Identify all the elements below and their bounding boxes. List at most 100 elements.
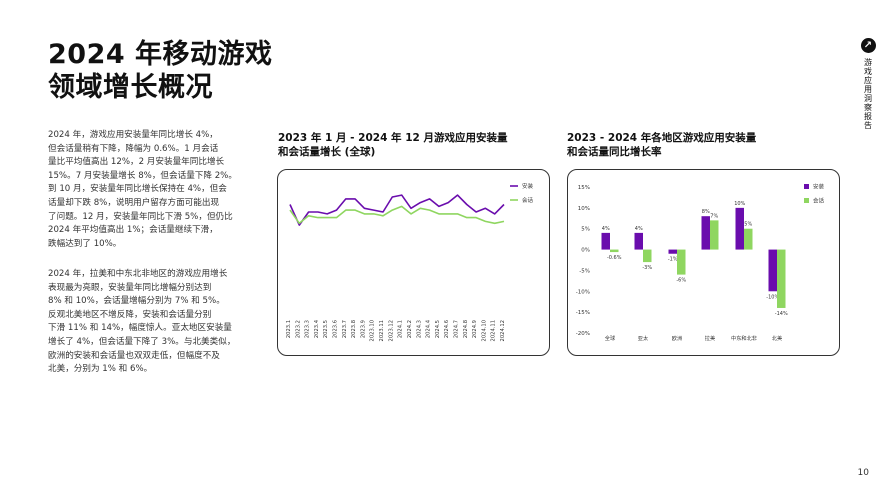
bar-sessions: [777, 249, 786, 308]
text-line: 下滑 11% 和 14%，幅度惊人。亚太地区安装量: [48, 323, 232, 334]
brand-logo-icon: ↗: [860, 38, 876, 53]
x-category-label: 中东和北非: [731, 334, 757, 342]
legend-swatch: [804, 184, 809, 189]
line-chart-card: 2023.1 2023.2 2023.3 2023.4 2023.5 2023.6 2023…: [277, 169, 550, 356]
text-line: 到 10 月，安装量年同比增长保持在 4%，但会: [48, 184, 227, 195]
page-number: 10: [857, 468, 869, 478]
legend-label: 安装: [522, 182, 534, 190]
x-tick-label: 2023.2: [295, 320, 301, 338]
bar-value-label: 7%: [710, 213, 718, 219]
x-tick-label: 2024.12: [500, 320, 506, 341]
bar-value-label: 8%: [702, 209, 710, 215]
text-line: 但会话量稍有下降，降幅为 0.6%。1 月会话: [48, 143, 219, 154]
bar-installs: [634, 232, 643, 250]
x-tick-label: 2023.9: [360, 320, 366, 338]
y-tick-label: -10%: [576, 289, 590, 295]
x-tick-label: 2023.1: [286, 320, 292, 338]
x-category-label: 欧洲: [672, 334, 682, 342]
legend-label: 安装: [813, 183, 825, 191]
text-line: 2024 年，拉美和中东北非地区的游戏应用增长: [48, 269, 228, 279]
bar-chart-title: 2023 - 2024 年各地区游戏应用安装量 和会话量同比增长率: [567, 131, 756, 159]
x-tick-label: 2024.5: [435, 320, 441, 338]
text-line: 了问题。12 月，安装量年同比下滑 5%，但仍比: [48, 211, 233, 222]
bar-sessions: [643, 249, 652, 263]
x-tick-label: 2024.11: [491, 320, 497, 341]
bar-chart-title-line1: 2023 - 2024 年各地区游戏应用安装量: [567, 132, 757, 144]
y-tick-label: 0%: [581, 248, 590, 254]
page-title-line2: 领域增长概况: [48, 72, 213, 103]
bar-chart-title-line2: 和会话量同比增长率: [567, 146, 662, 158]
text-line: 跌幅达到了 10%。: [48, 238, 122, 249]
x-tick-label: 2023.7: [342, 320, 348, 338]
y-tick-label: 10%: [578, 206, 590, 212]
bar-sessions: [710, 220, 719, 250]
bar-sessions: [744, 228, 753, 250]
page-title-line1: 2024 年移动游戏: [48, 39, 273, 70]
x-tick-label: 2024.8: [463, 320, 469, 338]
text-line: 欧洲的安装和会话量也双双走低，但幅度不及: [48, 350, 220, 361]
legend-swatch: [804, 198, 809, 203]
y-tick-label: 5%: [581, 227, 590, 233]
x-tick-label: 2024.10: [481, 320, 487, 341]
bar-chart-card: 15% 10% 5% 0% -5% -10% -15% -20% 4% -0.6% 全球 4% -3% 亚…: [567, 169, 840, 356]
bar-sessions: [610, 249, 619, 253]
x-tick-label: 2023.10: [370, 320, 376, 341]
bar-value-label: 4%: [635, 226, 643, 232]
text-line: 话量却下跌 8%，说明用户留存方面可能出现: [48, 197, 220, 208]
x-tick-label: 2023.3: [305, 320, 311, 338]
x-tick-label: 2024.9: [472, 320, 478, 338]
x-tick-label: 2024.4: [426, 319, 432, 338]
legend-label: 会话: [522, 196, 534, 204]
text-line: 表现最为亮眼，安装量年同比增幅分别达到: [48, 282, 212, 293]
bar-value-label: -14%: [775, 311, 788, 317]
bar-value-label: 5%: [744, 222, 752, 228]
line-chart-title-line1: 2023 年 1 月 - 2024 年 12 月游戏应用安装量: [278, 132, 508, 144]
x-tick-label: 2023.12: [388, 320, 394, 341]
bar-value-label: -10%: [766, 294, 779, 300]
text-line: 2024 年，游戏应用安装量年同比增长 4%，: [48, 130, 218, 140]
bar-installs: [701, 216, 710, 250]
line-chart: 2023.1 2023.2 2023.3 2023.4 2023.5 2023.6 2023…: [286, 182, 534, 341]
bar-installs: [735, 207, 744, 250]
x-category-label: 拉美: [705, 334, 715, 342]
text-line: 量比平均值高出 12%，2 月安装量年同比增长: [48, 157, 225, 168]
sidebar-report-label: ↗ 游戏应用洞察报告: [857, 38, 879, 130]
text-line: 增长了 4%，但会话量下降了 3%。与北美类似，: [48, 336, 236, 347]
bar-value-label: -1%: [668, 257, 678, 263]
report-name: 游戏应用洞察报告: [863, 58, 873, 130]
y-tick-label: -15%: [576, 310, 590, 316]
series-line-installs: [289, 194, 505, 226]
text-line: 8% 和 10%，会话量增幅分别为 7% 和 5%。: [48, 296, 225, 307]
bar-value-label: -3%: [642, 265, 652, 271]
x-tick-label: 2023.11: [379, 320, 385, 341]
bar-installs: [601, 232, 610, 250]
x-tick-label: 2023.4: [314, 319, 320, 338]
paragraph-regions: 2024 年，拉美和中东北非地区的游戏应用增长 表现最为亮眼，安装量年同比增幅分…: [48, 268, 248, 377]
bar-value-label: -6%: [676, 278, 686, 284]
bar-value-label: 4%: [602, 226, 610, 232]
x-category-label: 北美: [772, 334, 782, 342]
line-chart-title: 2023 年 1 月 - 2024 年 12 月游戏应用安装量 和会话量增长 (…: [278, 131, 507, 159]
line-chart-title-line2: 和会话量增长 (全球): [278, 146, 376, 158]
bar-installs: [668, 249, 677, 254]
text-line: 北美，分别为 1% 和 6%。: [48, 364, 153, 375]
page-title: 2024 年移动游戏 领域增长概况: [48, 38, 273, 104]
x-tick-label: 2024.7: [453, 320, 459, 338]
bar-sessions: [677, 249, 686, 275]
paragraph-global: 2024 年，游戏应用安装量年同比增长 4%， 但会话量稍有下降，降幅为 0.6…: [48, 129, 248, 251]
x-category-label: 全球: [605, 334, 616, 342]
text-line: 反观北美地区不增反降，安装和会话量分别: [48, 309, 212, 320]
x-tick-label: 2024.2: [407, 320, 413, 338]
x-tick-label: 2024.6: [444, 320, 450, 338]
x-tick-label: 2023.8: [351, 320, 357, 338]
legend-label: 会话: [813, 197, 825, 205]
y-tick-label: -5%: [579, 268, 590, 274]
text-line: 15%。7 月安装量增长 8%，但会话量下降 2%。: [48, 170, 237, 181]
x-tick-label: 2023.6: [333, 320, 339, 338]
x-category-label: 亚太: [638, 334, 649, 342]
x-tick-label: 2023.5: [323, 320, 329, 338]
y-tick-label: -20%: [576, 331, 590, 337]
bar-installs: [768, 249, 777, 292]
bar-chart: 15% 10% 5% 0% -5% -10% -15% -20% 4% -0.6% 全球 4% -3% 亚…: [576, 183, 825, 343]
x-tick-label: 2024.1: [398, 320, 404, 338]
